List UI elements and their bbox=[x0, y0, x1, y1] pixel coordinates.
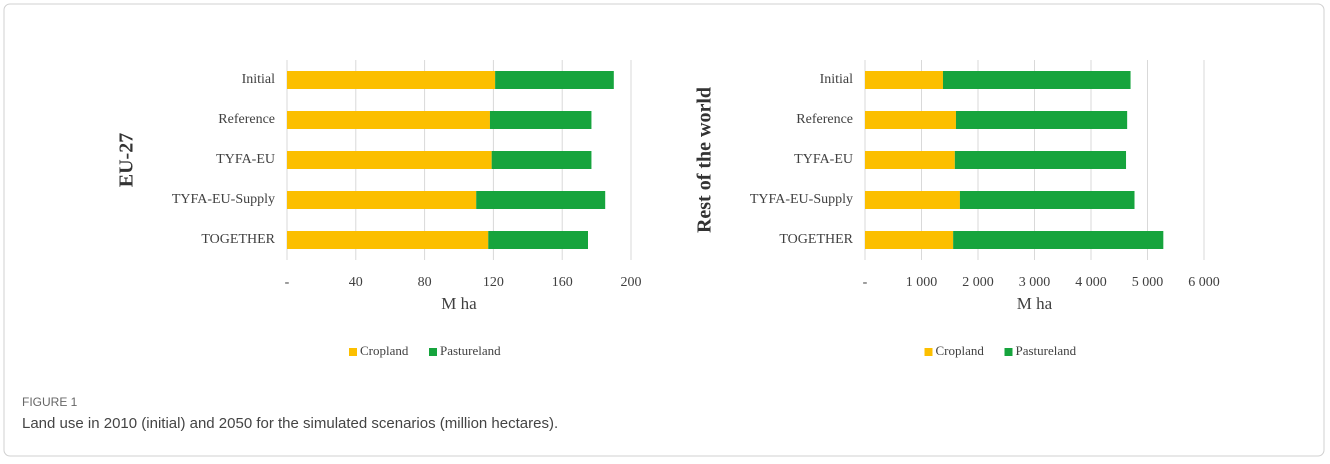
y-tick-label: TYFA-EU-Supply bbox=[750, 192, 853, 207]
y-tick-label: TOGETHER bbox=[201, 232, 275, 247]
x-tick-label: 80 bbox=[418, 275, 432, 290]
y-tick-label: Reference bbox=[218, 112, 275, 127]
bar-segment bbox=[959, 191, 1135, 209]
x-tick-label: 3 000 bbox=[1019, 275, 1051, 290]
bar-segment bbox=[476, 191, 606, 209]
bar-segment bbox=[287, 71, 496, 89]
x-tick-label: 200 bbox=[621, 275, 642, 290]
y-axis-label: EU-27 bbox=[116, 133, 138, 187]
x-axis-label: M ha bbox=[441, 294, 477, 313]
figure-label: FIGURE 1 bbox=[22, 395, 78, 409]
x-tick-label: 5 000 bbox=[1132, 275, 1164, 290]
legend-label: Pastureland bbox=[440, 343, 501, 358]
legend-label: Cropland bbox=[936, 343, 985, 358]
x-tick-label: 40 bbox=[349, 275, 363, 290]
legend-swatch bbox=[349, 348, 357, 356]
bar-segment bbox=[865, 71, 943, 89]
legend-swatch bbox=[429, 348, 437, 356]
bar-segment bbox=[287, 111, 490, 129]
legend-label: Pastureland bbox=[1016, 343, 1077, 358]
bar-segment bbox=[495, 71, 614, 89]
legend-swatch bbox=[1004, 348, 1013, 356]
figure-caption: Land use in 2010 (initial) and 2050 for … bbox=[22, 415, 558, 432]
x-tick-label: - bbox=[863, 275, 868, 290]
y-axis-label: Rest of the world bbox=[694, 87, 716, 233]
bar-segment bbox=[865, 231, 954, 249]
bar-segment bbox=[287, 231, 489, 249]
x-tick-label: 4 000 bbox=[1075, 275, 1107, 290]
x-tick-label: 2 000 bbox=[962, 275, 994, 290]
y-tick-label: TYFA-EU bbox=[794, 152, 853, 167]
bar-segment bbox=[865, 191, 960, 209]
x-tick-label: 120 bbox=[483, 275, 504, 290]
frame bbox=[3, 3, 1325, 457]
bar-segment bbox=[287, 191, 477, 209]
bar-segment bbox=[488, 231, 588, 249]
y-tick-label: Reference bbox=[796, 112, 853, 127]
bar-segment bbox=[287, 151, 492, 169]
y-tick-label: TYFA-EU bbox=[216, 152, 275, 167]
x-tick-label: 1 000 bbox=[906, 275, 938, 290]
bar-segment bbox=[955, 111, 1128, 129]
bar-segment bbox=[865, 151, 955, 169]
y-tick-label: TYFA-EU-Supply bbox=[172, 192, 275, 207]
bar-segment bbox=[489, 111, 592, 129]
y-tick-label: Initial bbox=[820, 72, 854, 87]
y-tick-label: Initial bbox=[242, 72, 276, 87]
bar-segment bbox=[942, 71, 1131, 89]
x-tick-label: - bbox=[285, 275, 290, 290]
bar-segment bbox=[954, 151, 1127, 169]
legend-label: Cropland bbox=[360, 343, 409, 358]
bar-segment bbox=[953, 231, 1164, 249]
x-axis-label: M ha bbox=[1017, 294, 1053, 313]
x-tick-label: 6 000 bbox=[1188, 275, 1220, 290]
bar-segment bbox=[865, 111, 956, 129]
x-tick-label: 160 bbox=[552, 275, 573, 290]
legend-swatch bbox=[924, 348, 933, 356]
y-tick-label: TOGETHER bbox=[779, 232, 853, 247]
bar-segment bbox=[491, 151, 592, 169]
